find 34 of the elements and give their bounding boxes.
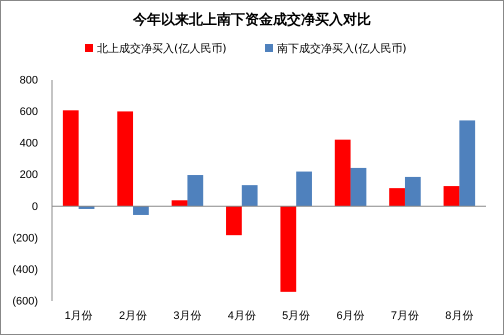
bar — [242, 185, 258, 206]
y-tick-label: (600) — [12, 296, 38, 308]
x-tick-label: 2月份 — [118, 310, 148, 322]
y-tick-label: 200 — [20, 169, 38, 182]
bar — [459, 120, 476, 206]
bar — [172, 200, 188, 206]
y-tick-label: (400) — [12, 264, 38, 276]
y-tick-label: (200) — [12, 232, 38, 244]
x-tick-label: 8月份 — [445, 310, 474, 322]
bar — [62, 110, 79, 206]
bar — [404, 176, 421, 206]
y-tick-label: 400 — [20, 138, 38, 150]
bar — [187, 175, 204, 206]
x-tick-label: 1月份 — [64, 310, 93, 322]
x-tick-label: 3月份 — [173, 310, 202, 322]
bar — [117, 111, 134, 206]
y-tick-label: 0 — [32, 200, 38, 213]
bar — [296, 172, 312, 206]
x-tick-label: 4月份 — [228, 310, 256, 322]
y-tick-label: 800 — [20, 74, 38, 87]
chart-title: 今年以来北上南下资金成交净买入对比 — [132, 11, 371, 28]
x-tick-label: 6月份 — [336, 310, 365, 322]
bar — [334, 140, 351, 206]
bar — [444, 186, 460, 206]
bar — [226, 206, 242, 236]
bar — [350, 168, 366, 206]
bar — [133, 206, 149, 215]
bar — [389, 188, 405, 206]
legend-label: 北上成交净买入(亿人民币) — [97, 42, 227, 55]
bar — [280, 206, 296, 292]
legend-label: 南下成交净买入(亿人民币) — [277, 42, 407, 55]
y-tick-label: 600 — [20, 106, 38, 118]
x-tick-label: 7月份 — [390, 310, 420, 322]
x-tick-label: 5月份 — [282, 310, 310, 322]
